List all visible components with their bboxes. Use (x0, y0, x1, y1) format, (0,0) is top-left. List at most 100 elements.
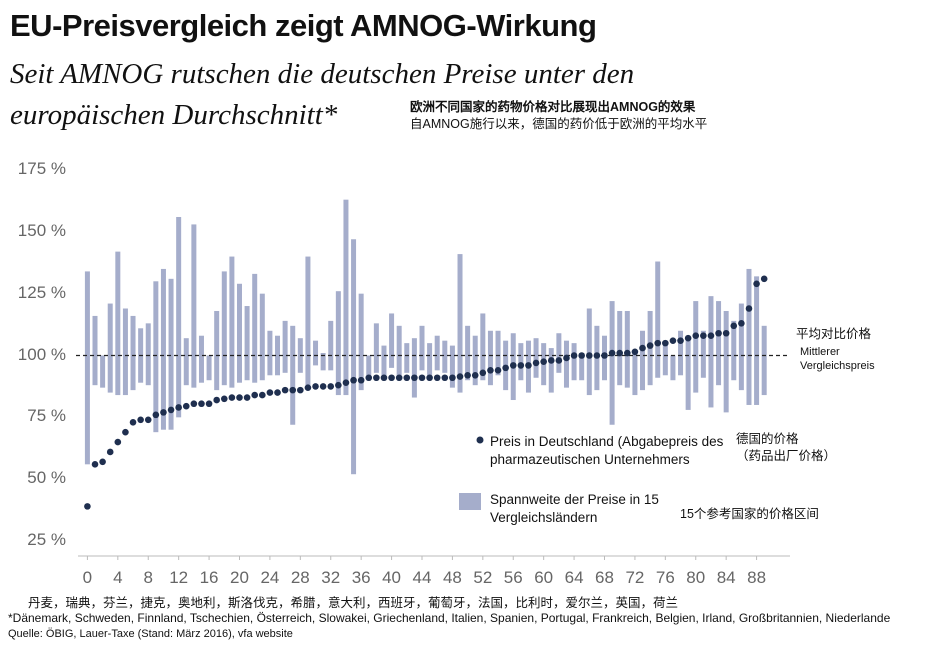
price-dot (91, 461, 99, 468)
y-tick-label: 125 % (17, 282, 66, 302)
range-bar (449, 345, 455, 388)
y-tick-label: 50 % (27, 468, 66, 488)
price-dot (357, 376, 365, 384)
y-tick-label: 100 % (17, 344, 66, 364)
range-bar (313, 340, 319, 366)
price-dot (335, 381, 342, 389)
price-dot (471, 371, 479, 379)
x-tick-label: 64 (564, 568, 584, 587)
range-bar (130, 315, 136, 391)
price-dot (684, 334, 692, 342)
range-bar (556, 333, 562, 373)
x-tick-label: 12 (169, 568, 189, 587)
range-bar (731, 320, 737, 381)
range-bar (624, 310, 630, 388)
range-bar (168, 278, 174, 430)
y-tick-label: 175 % (17, 159, 66, 178)
range-bar (518, 343, 524, 381)
price-dot (274, 389, 281, 396)
legend-swatch (459, 493, 481, 510)
price-dot (509, 362, 517, 369)
price-dot (502, 364, 509, 372)
range-bar (366, 355, 372, 376)
range-bar (84, 271, 90, 465)
price-dot (646, 342, 654, 349)
x-tick-label: 8 (143, 568, 153, 587)
price-dot (281, 386, 289, 394)
range-bar (685, 335, 691, 410)
price-dot (236, 394, 243, 401)
range-bar (533, 338, 539, 378)
range-bar (586, 308, 592, 396)
x-tick-label: 20 (230, 568, 249, 587)
price-dot (403, 374, 411, 382)
price-dot (753, 280, 760, 288)
legend-dot (476, 436, 484, 444)
price-dot (99, 458, 106, 466)
range-bar (571, 343, 577, 381)
range-bar (373, 323, 379, 373)
range-bar (252, 273, 258, 383)
price-dot (730, 322, 738, 330)
annotation: 德国的价格 (736, 432, 799, 446)
price-dot (137, 416, 144, 424)
chart-title: EU-Preisvergleich zeigt AMNOG-Wirkung (10, 8, 597, 43)
footnote: *Dänemark, Schweden, Finnland, Tschechie… (8, 611, 891, 625)
price-dot (639, 344, 646, 352)
price-dot (722, 329, 730, 337)
price-dot (692, 332, 700, 340)
annotation: 平均对比价格 (796, 327, 872, 341)
range-bar (335, 291, 341, 396)
x-tick-label: 16 (199, 568, 219, 587)
x-tick-label: 44 (412, 568, 432, 587)
range-bar (670, 355, 676, 381)
price-dot (304, 384, 312, 391)
range-bar (495, 330, 501, 376)
price-dot (106, 448, 114, 456)
price-dot (129, 418, 137, 426)
range-bar (351, 239, 357, 475)
price-dot (578, 352, 585, 359)
range-bar (419, 325, 425, 371)
x-tick-label: 0 (82, 568, 93, 587)
price-dot (532, 359, 540, 367)
price-dot (525, 362, 532, 369)
price-dot (601, 352, 608, 359)
price-dot (122, 428, 129, 436)
range-bar (632, 350, 638, 396)
price-dot (342, 379, 350, 387)
price-dot (563, 354, 570, 362)
range-bar (693, 301, 699, 393)
range-bar (708, 296, 714, 408)
price-dot (319, 383, 327, 390)
price-dot (418, 374, 426, 382)
countries: 丹麦，瑞典，芬兰，捷克，奥地利，斯洛伐克，希腊，意大利，西班牙，葡萄牙，法国，比… (28, 596, 679, 610)
price-dot (205, 400, 213, 408)
legend-label: Preis in Deutschland (Abgabepreis des ph… (490, 434, 724, 467)
range-bar (434, 335, 440, 371)
price-dot (479, 369, 487, 377)
range-bar (115, 251, 121, 396)
range-bar (267, 330, 273, 376)
price-dot (760, 275, 768, 283)
x-tick-label: 28 (290, 568, 310, 587)
price-dot (494, 367, 502, 374)
range-bar (723, 310, 729, 413)
range-bar (465, 325, 471, 381)
x-tick-label: 80 (686, 568, 706, 587)
price-dot (380, 374, 388, 382)
price-dot (624, 349, 631, 357)
price-dot (327, 383, 335, 390)
price-dot (745, 305, 753, 312)
range-bar (404, 343, 410, 373)
range-bar (754, 276, 760, 405)
price-dot (700, 332, 707, 340)
price-dot (426, 374, 433, 382)
price-dot (114, 438, 122, 446)
price-dot (555, 357, 563, 364)
price-dot (259, 391, 266, 399)
price-dot (373, 374, 380, 382)
price-dot (190, 400, 198, 408)
range-bar (700, 330, 706, 378)
range-bar (381, 345, 387, 376)
